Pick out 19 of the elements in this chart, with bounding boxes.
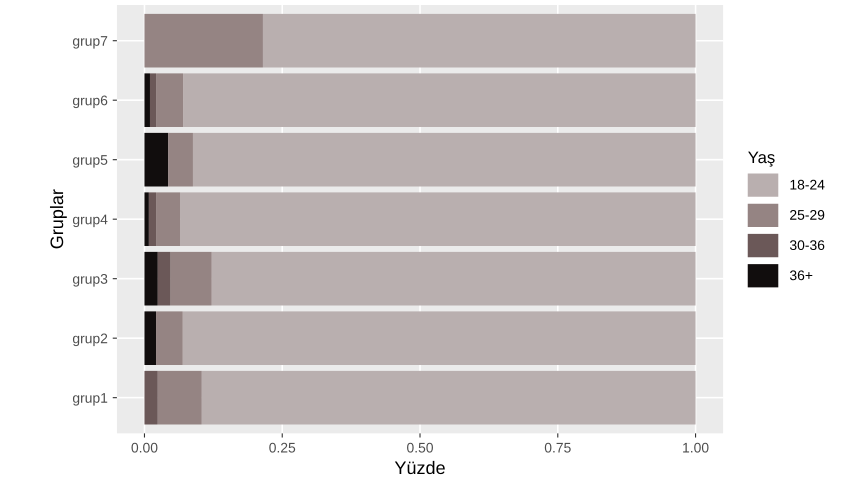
x-tick-label: 0.25 xyxy=(269,442,296,453)
legend-label: 36+ xyxy=(790,270,812,280)
x-axis-title: Yüzde xyxy=(394,460,445,474)
x-tick-label: 0.75 xyxy=(544,442,571,453)
x-tick-label: 0.50 xyxy=(407,442,433,453)
legend-title: Yaş xyxy=(748,152,775,167)
legend-label: 18-24 xyxy=(790,180,825,190)
y-tick-label: grup3 xyxy=(72,274,108,287)
legend-label: 30-36 xyxy=(790,240,824,250)
y-tick-label: grup4 xyxy=(72,214,108,228)
y-axis-title: Gruplar xyxy=(50,189,67,248)
y-tick-label: grup6 xyxy=(72,96,108,108)
legend-label: 25-29 xyxy=(790,210,824,220)
x-tick-label: 0.00 xyxy=(131,442,158,453)
y-tick-label: grup2 xyxy=(72,334,108,346)
y-tick-label: grup7 xyxy=(72,36,108,49)
y-tick-label: grup5 xyxy=(72,155,108,168)
y-tick-label: grup1 xyxy=(72,393,108,406)
x-tick-label: 1.00 xyxy=(683,442,709,453)
